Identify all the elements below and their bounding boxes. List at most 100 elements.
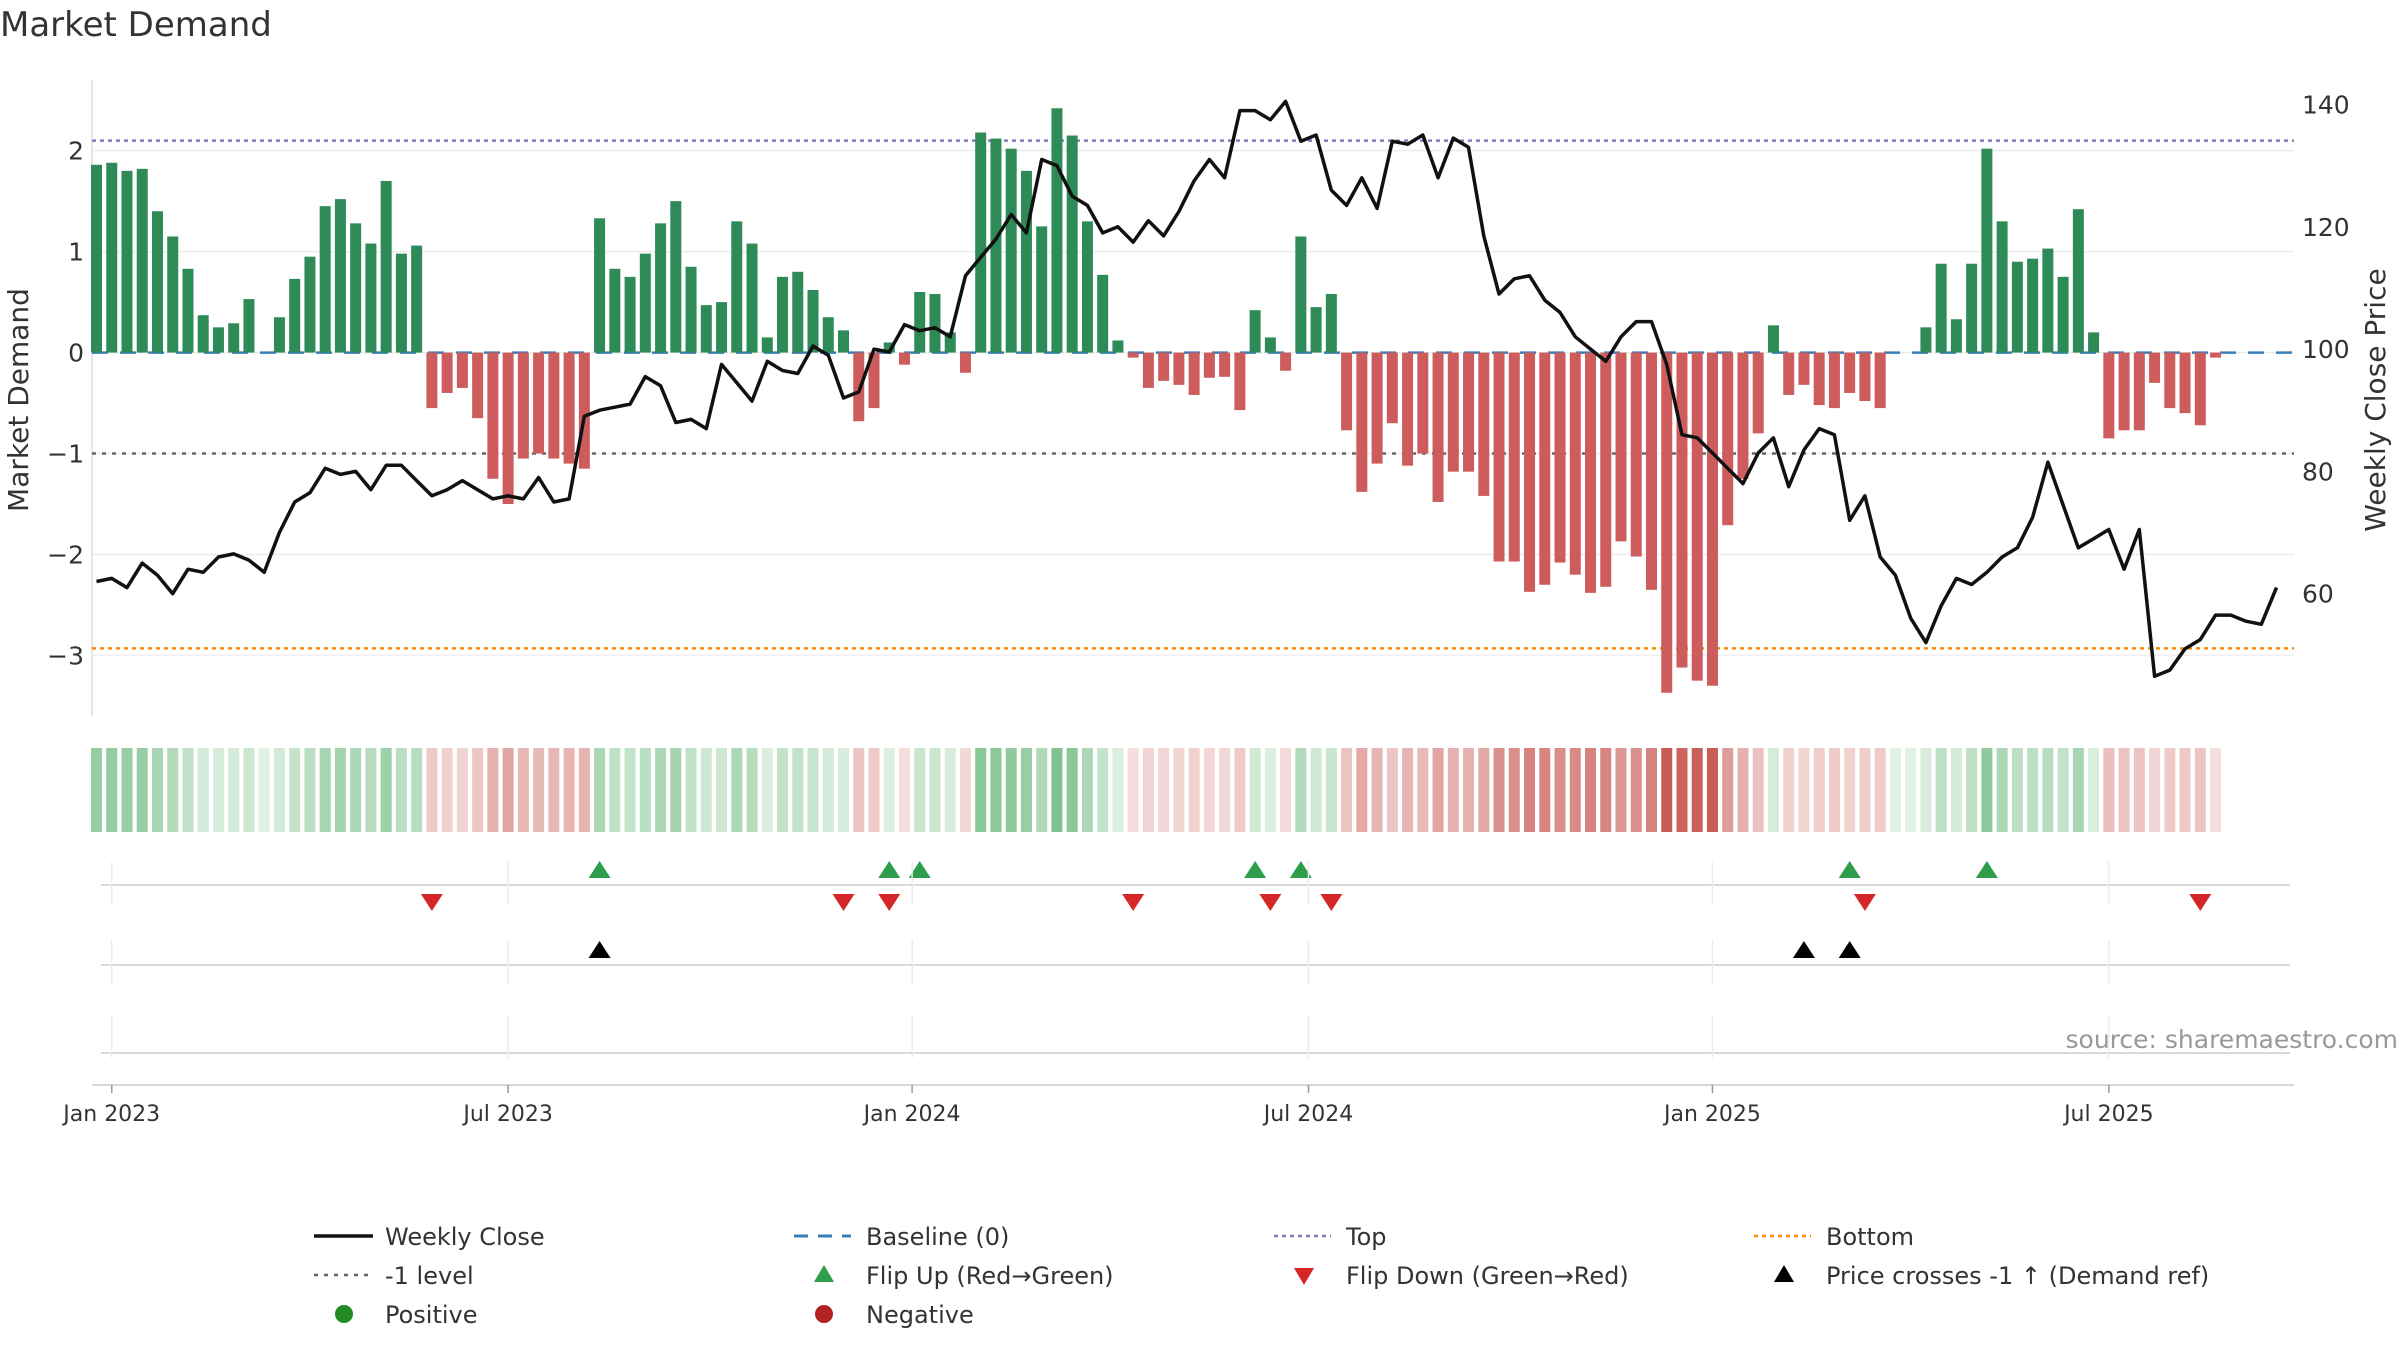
heat-cell (1463, 748, 1475, 832)
heat-cell (670, 748, 682, 832)
demand-bar-negative (1219, 352, 1231, 377)
demand-bar-negative (1874, 352, 1886, 409)
heat-cell (1630, 748, 1642, 832)
demand-bar-positive (883, 342, 895, 353)
y2-tick-label: 80 (2302, 457, 2334, 486)
legend-flip-up-icon (814, 1265, 834, 1282)
heat-cell (350, 748, 362, 832)
demand-bar-positive (1950, 319, 1962, 353)
heat-cell (959, 748, 971, 832)
heat-cell (1539, 748, 1551, 832)
heat-cell (1722, 748, 1734, 832)
demand-bar-positive (731, 221, 743, 353)
heat-cell (1081, 748, 1093, 832)
heat-cell (1600, 748, 1612, 832)
price-cross-marker (588, 941, 611, 958)
demand-bar-positive (594, 218, 606, 353)
demand-bar-negative (1600, 352, 1612, 587)
heat-cell (1066, 748, 1078, 832)
heat-cell (639, 748, 651, 832)
demand-bar-negative (456, 352, 468, 388)
demand-bar-positive (777, 276, 789, 353)
y-tick-label: −3 (47, 641, 84, 670)
heat-cell (441, 748, 453, 832)
legend-flip-down-icon (1294, 1268, 1314, 1285)
heat-cell (487, 748, 499, 832)
heat-cell (1325, 748, 1337, 832)
y-tick-label: 2 (68, 137, 84, 166)
y2-tick-label: 140 (2302, 90, 2350, 119)
demand-bar-negative (1386, 352, 1398, 424)
price-cross-marker (1838, 941, 1861, 958)
demand-bar-positive (838, 330, 850, 353)
demand-bar-negative (868, 352, 880, 409)
legend-item-weekly-close: Weekly Close (314, 1223, 545, 1251)
legend-price-cross-label: Price crosses -1 ↑ (Demand ref) (1826, 1262, 2209, 1290)
heat-cell (761, 748, 773, 832)
heat-cell (426, 748, 438, 832)
demand-bar-positive (1996, 221, 2008, 353)
demand-bar-negative (533, 352, 545, 454)
demand-bar-negative (2118, 352, 2130, 431)
heat-cell (2011, 748, 2023, 832)
heat-cell (2118, 748, 2130, 832)
heat-cell (1036, 748, 1048, 832)
demand-bar-negative (1478, 352, 1490, 496)
demand-bar-negative (1371, 352, 1383, 464)
heat-cell (838, 748, 850, 832)
demand-bar-negative (1142, 352, 1154, 388)
demand-bar-negative (1706, 352, 1718, 686)
heat-cell (1402, 748, 1414, 832)
flip-up-marker (1244, 861, 1267, 878)
heat-cell (1127, 748, 1139, 832)
demand-bar-positive (1264, 337, 1276, 353)
heat-cell (1752, 748, 1764, 832)
heat-cell (533, 748, 545, 832)
legend-item-flip-up: Flip Up (Red→Green) (814, 1262, 1114, 1290)
heat-cell (822, 748, 834, 832)
heat-cell (1874, 748, 1886, 832)
y2-axis-label: Weekly Close Price (2359, 268, 2392, 531)
legend-minus-one-label: -1 level (385, 1262, 474, 1290)
flip-up-marker (1838, 861, 1861, 878)
legend-bottom-label: Bottom (1826, 1223, 1914, 1251)
heat-cell (594, 748, 606, 832)
heat-cell (1981, 748, 1993, 832)
date-tick-label: Jan 2024 (862, 1102, 961, 1127)
heat-cell (1569, 748, 1581, 832)
demand-bar-negative (1234, 352, 1246, 411)
heat-cell (1234, 748, 1246, 832)
demand-bar-positive (411, 245, 423, 353)
demand-bar-negative (1539, 352, 1551, 585)
demand-bar-positive (91, 164, 102, 353)
legend-item-positive: Positive (335, 1301, 478, 1329)
chart-title: Market Demand (0, 5, 272, 45)
heat-cell (1219, 748, 1231, 832)
demand-bar-positive (2088, 332, 2100, 353)
demand-bar-negative (1173, 352, 1185, 385)
demand-bar-positive (106, 162, 118, 353)
heat-cell (121, 748, 133, 832)
demand-bar-positive (1112, 340, 1124, 353)
heat-cell (700, 748, 712, 832)
y-axis-label: Market Demand (2, 288, 35, 512)
heat-cell (91, 748, 102, 832)
heat-cell (2210, 748, 2222, 832)
heat-cell (365, 748, 377, 832)
legend-item-bottom: Bottom (1754, 1223, 1914, 1251)
demand-bar-negative (2133, 352, 2145, 431)
demand-bar-negative (426, 352, 438, 409)
heat-cell (1188, 748, 1200, 832)
demand-bar-negative (578, 352, 590, 469)
flip-down-marker (420, 894, 443, 911)
legend-item-minus-one: -1 level (314, 1262, 474, 1290)
heat-cell (807, 748, 819, 832)
heat-cell (578, 748, 590, 832)
demand-bar-negative (1813, 352, 1825, 406)
legend-item-price-cross: Price crosses -1 ↑ (Demand ref) (1774, 1262, 2209, 1290)
heat-cell (1996, 748, 2008, 832)
event-marker-panels (101, 861, 2290, 1054)
heat-cell (1554, 748, 1566, 832)
